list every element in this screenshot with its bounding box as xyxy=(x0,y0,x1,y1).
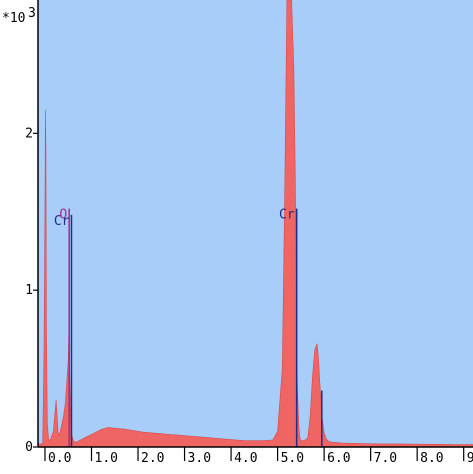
x-tick-label: 3.0 xyxy=(188,451,211,466)
spectrum-layer xyxy=(37,0,473,448)
element-marker-label: Cr xyxy=(54,214,70,229)
element-marker-label: O xyxy=(59,208,67,223)
y-tick-label: 1 xyxy=(25,283,33,298)
x-tick-label: 7.0 xyxy=(374,451,397,466)
axes: 0 1 2 0.0 1.0 2.0 3.0 4.0 5.0 6.0 7.0 8.0 9.0 xyxy=(25,0,473,466)
y-multiplier-label: *10 xyxy=(2,11,25,26)
element-marker-label: Cr xyxy=(279,208,295,223)
y-tick-label: 2 xyxy=(25,126,33,141)
x-tick-label: 0.0 xyxy=(48,451,71,466)
x-tick-label: 4.0 xyxy=(234,451,257,466)
element-marker-layer: OCr Cr xyxy=(54,208,323,447)
y-multiplier-exponent: 3 xyxy=(28,6,36,21)
x-tick-label: 8.0 xyxy=(420,451,443,466)
spectrum-area xyxy=(37,0,473,448)
x-tick-label: 9.0 xyxy=(467,451,473,466)
x-tick-label: 1.0 xyxy=(95,451,118,466)
x-tick-label: 2.0 xyxy=(141,451,164,466)
plot-area xyxy=(38,0,473,447)
x-tick-label: 6.0 xyxy=(327,451,350,466)
x-tick-label: 5.0 xyxy=(281,451,304,466)
y-tick-label: 0 xyxy=(25,440,33,455)
